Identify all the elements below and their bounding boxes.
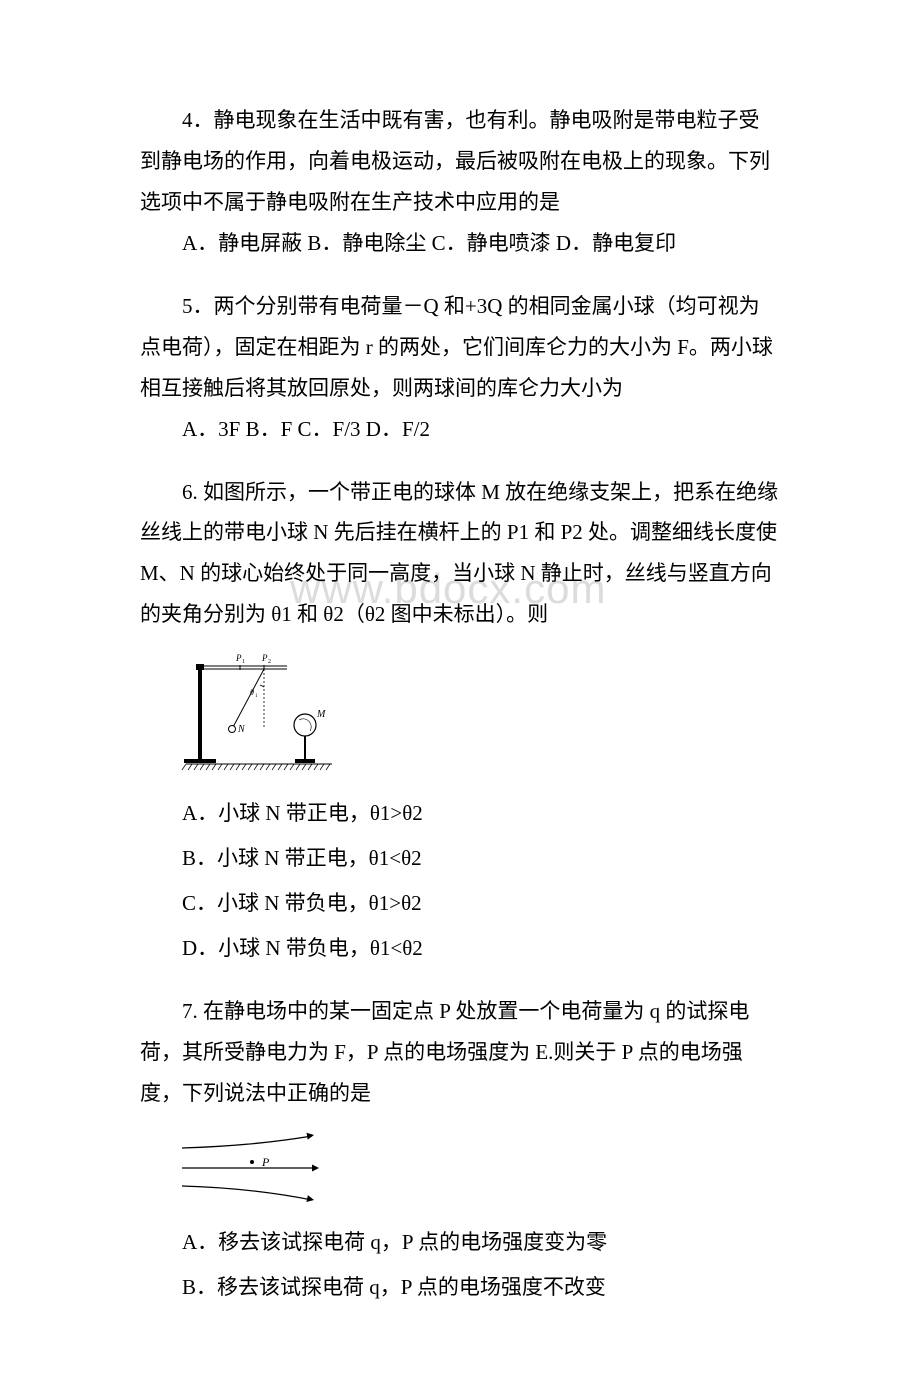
- question-4: 4．静电现象在生活中既有害，也有利。静电吸附是带电粒子受到静电场的作用，向着电极…: [140, 100, 780, 264]
- q5-prompt: 5．两个分别带有电荷量－Q 和+3Q 的相同金属小球（均可视为点电荷），固定在相…: [140, 286, 780, 409]
- svg-text:P: P: [261, 1155, 270, 1169]
- q6-option-a: A．小球 N 带正电，θ1>θ2: [140, 793, 780, 834]
- question-5: 5．两个分别带有电荷量－Q 和+3Q 的相同金属小球（均可视为点电荷），固定在相…: [140, 286, 780, 450]
- question-6: 6. 如图所示，一个带正电的球体 M 放在绝缘支架上，把系在绝缘丝线上的带电小球…: [140, 472, 780, 970]
- q6-diagram: P1P2θ1NM: [172, 649, 342, 779]
- q7-prompt: 7. 在静电场中的某一固定点 P 处放置一个电荷量为 q 的试探电荷，其所受静电…: [140, 991, 780, 1114]
- svg-text:1: 1: [242, 659, 245, 665]
- q6-prompt: 6. 如图所示，一个带正电的球体 M 放在绝缘支架上，把系在绝缘丝线上的带电小球…: [140, 472, 780, 636]
- svg-text:1: 1: [255, 694, 258, 699]
- q5-options: A．3F B．F C．F/3 D．F/2: [140, 409, 780, 450]
- q7-figure: P: [172, 1128, 780, 1208]
- q7-diagram: P: [172, 1128, 342, 1208]
- q6-option-b: B．小球 N 带正电，θ1<θ2: [140, 838, 780, 879]
- svg-text:N: N: [237, 724, 246, 735]
- q7-option-a: A．移去该试探电荷 q，P 点的电场强度变为零: [140, 1222, 780, 1263]
- q4-options: A．静电屏蔽 B．静电除尘 C．静电喷漆 D．静电复印: [140, 223, 780, 264]
- question-7: 7. 在静电场中的某一固定点 P 处放置一个电荷量为 q 的试探电荷，其所受静电…: [140, 991, 780, 1308]
- svg-text:P: P: [235, 653, 242, 663]
- q4-prompt: 4．静电现象在生活中既有害，也有利。静电吸附是带电粒子受到静电场的作用，向着电极…: [140, 100, 780, 223]
- svg-text:θ: θ: [250, 688, 254, 697]
- q6-option-d: D．小球 N 带负电，θ1<θ2: [140, 928, 780, 969]
- q6-figure: P1P2θ1NM: [172, 649, 780, 779]
- svg-text:2: 2: [268, 659, 271, 665]
- q6-option-c: C．小球 N 带负电，θ1>θ2: [140, 883, 780, 924]
- svg-text:M: M: [316, 709, 326, 720]
- page-content: 4．静电现象在生活中既有害，也有利。静电吸附是带电粒子受到静电场的作用，向着电极…: [140, 100, 780, 1308]
- svg-text:P: P: [261, 653, 268, 663]
